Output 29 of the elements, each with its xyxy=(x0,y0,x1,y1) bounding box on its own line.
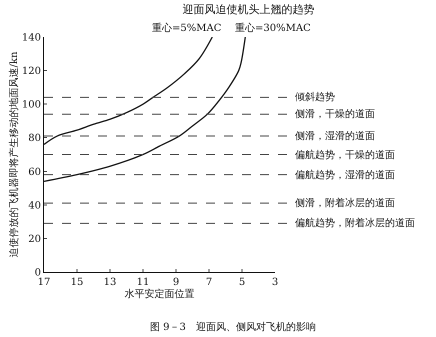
x-tick-label: 17 xyxy=(38,277,50,288)
x-tick-label: 15 xyxy=(70,277,84,288)
series-label: 重心=5%MAC xyxy=(152,22,222,34)
y-tick-label: 80 xyxy=(28,133,41,144)
ref-line-label: 侧滑，附着冰层的道面 xyxy=(295,197,395,209)
chart-title: 迎面风迫使机头上翘的趋势 xyxy=(182,2,315,16)
y-tick-label: 0 xyxy=(34,268,41,278)
x-axis-title: 水平安定面位置 xyxy=(124,288,194,300)
caption: 图 9－3 迎面风、侧风对飞机的影响 xyxy=(150,321,316,333)
x-tick-label: 3 xyxy=(272,277,278,288)
y-axis-title: 迫使停放的飞机器即将产生移动的地面风速/kn xyxy=(8,51,20,258)
ref-line-label: 侧滑，湿滑的道面 xyxy=(295,130,375,142)
ref-line-label: 侧滑，干燥的道面 xyxy=(295,108,375,120)
y-tick-label: 60 xyxy=(28,166,41,178)
y-tick-label: 120 xyxy=(22,66,41,78)
series-label: 重心=30%MAC xyxy=(235,22,312,34)
x-tick-label: 7 xyxy=(206,277,212,288)
ref-line-label: 倾斜趋势 xyxy=(295,91,335,103)
y-tick-label: 40 xyxy=(28,200,41,212)
ref-line-label: 偏航趋势，湿滑的道面 xyxy=(295,169,395,181)
ref-line-label: 偏航趋势，附着冰层的道面 xyxy=(295,217,415,229)
y-tick-label: 140 xyxy=(22,32,41,44)
ref-line-label: 偏航趋势，干燥的道面 xyxy=(295,149,395,161)
x-tick-label: 11 xyxy=(136,277,150,288)
x-tick-label: 13 xyxy=(104,277,116,288)
y-tick-label: 100 xyxy=(22,100,41,111)
y-tick-label: 20 xyxy=(28,234,41,245)
x-tick-label: 5 xyxy=(238,277,246,288)
x-tick-label: 9 xyxy=(172,277,180,288)
